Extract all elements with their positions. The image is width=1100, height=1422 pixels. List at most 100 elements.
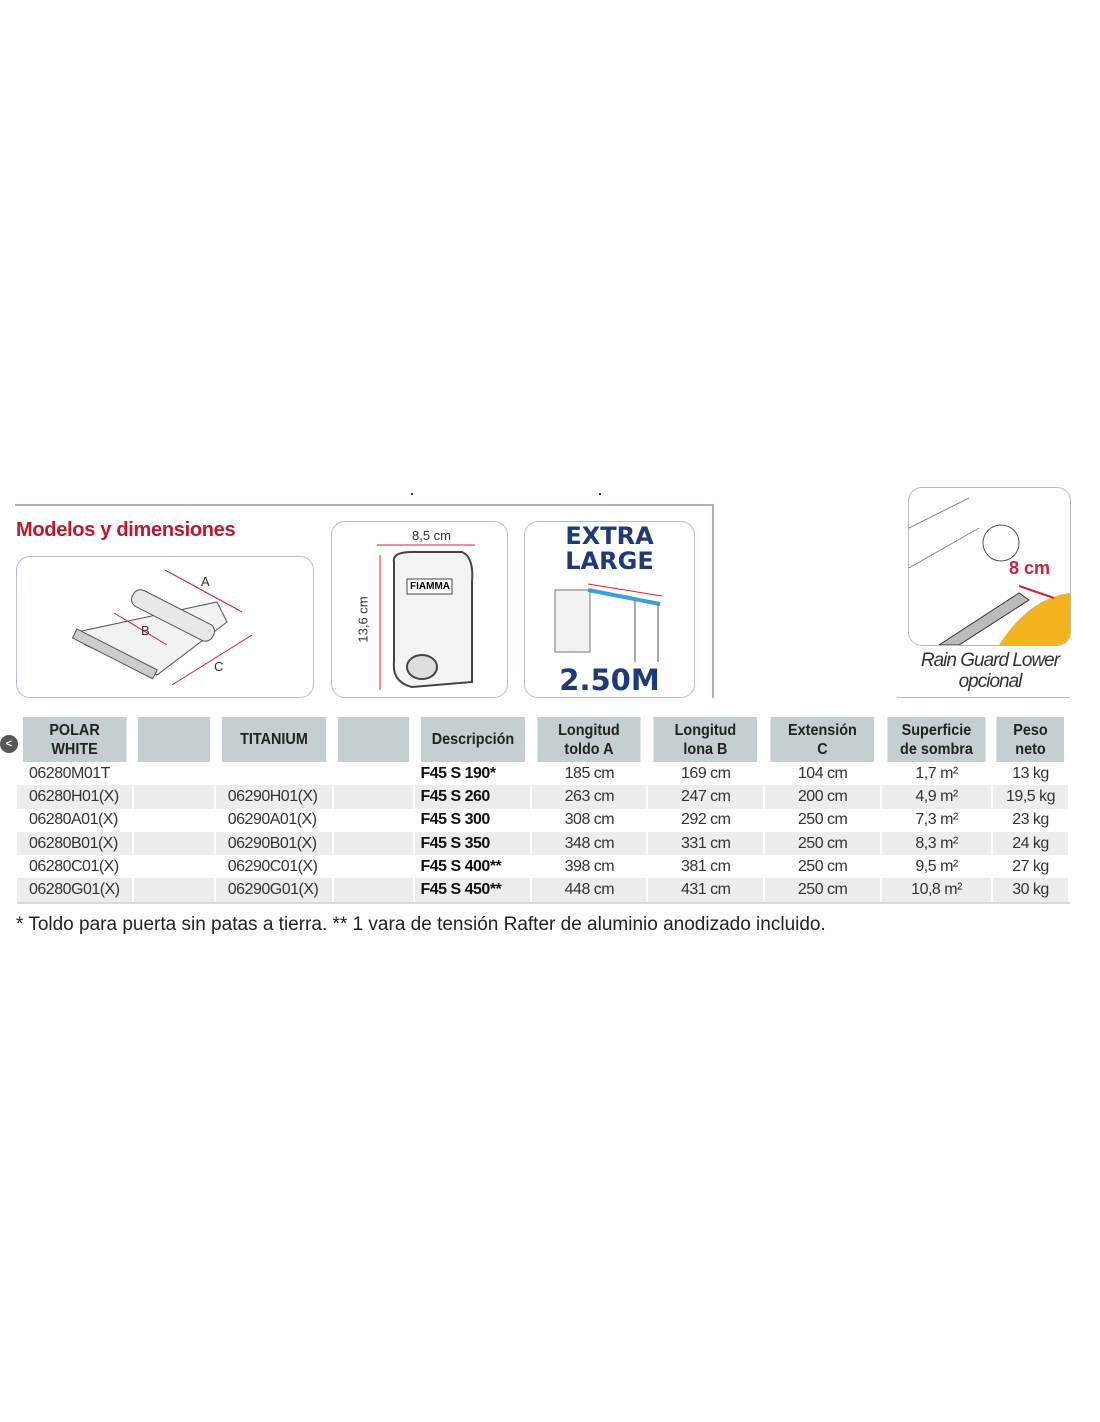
rain-guard-drawing [909, 497, 1070, 645]
table-cell: 4,9 m² [881, 785, 994, 809]
table-cell [132, 785, 216, 809]
table-cell: 381 cm [647, 855, 766, 879]
table-cell: 10,8 m² [881, 878, 994, 904]
table-cell [332, 808, 415, 832]
column-header-line: toldo A [564, 740, 614, 758]
table-row: 06280G01(X) 06290G01(X) F45 S 450** 448 cm 4… [17, 878, 1070, 904]
awning-drawing [71, 569, 253, 686]
table-cell: 06290A01(X) [214, 808, 334, 832]
dot [599, 493, 601, 495]
table-cell: 06290B01(X) [214, 831, 334, 856]
table-cell: 06280G01(X) [17, 878, 134, 904]
table-cell: 348 cm [531, 831, 649, 856]
table-cell: F45 S 400** [413, 855, 533, 879]
table-cell: 06290H01(X) [214, 785, 334, 809]
rain-guard-caption: Rain Guard Lower opcional [905, 650, 1075, 692]
table-cell: 263 cm [531, 785, 649, 809]
table-cell: 104 cm [764, 762, 883, 786]
table-row: 06280C01(X) 06290C01(X) F45 S 400** 398 cm 3… [17, 855, 1070, 879]
table-row: 06280H01(X) 06290H01(X) F45 S 260 263 cm 247… [17, 785, 1070, 809]
table-row: 06280B01(X) 06290B01(X) F45 S 350 348 cm 331… [17, 831, 1070, 856]
table-cell: 9,5 m² [881, 855, 994, 879]
table-cell: F45 S 300 [413, 808, 533, 832]
table-cell: 448 cm [531, 878, 649, 904]
column-header-line: TITANIUM [239, 731, 308, 748]
column-header [336, 717, 411, 762]
column-header-line: de sombra [900, 740, 973, 758]
divider [15, 504, 713, 506]
awning-dimensions-figure: A B C [16, 556, 314, 698]
column-header-line: Superficie [901, 721, 972, 739]
table-cell: 23 kg [992, 808, 1070, 832]
table-cell: F45 S 260 [413, 785, 533, 809]
column-header-line: Extensión [788, 721, 858, 739]
table-cell [332, 878, 415, 904]
column-header-line: Peso [1013, 721, 1048, 739]
column-header: Peso neto [995, 717, 1067, 762]
size-label: 2.50M [559, 663, 660, 697]
table-header: POLAR WHITE TITANIUM Descripción Longitud tol… [17, 717, 1069, 762]
chevron-left-icon[interactable]: < [0, 735, 18, 753]
width-label: 8,5 cm [412, 528, 452, 543]
models-table: POLAR WHITE TITANIUM Descripción Longitud tol… [17, 717, 1070, 904]
extra-label: EXTRA [565, 522, 654, 550]
brand-logo: FIAMMA [410, 581, 450, 592]
dot [411, 493, 413, 495]
large-label: LARGE [565, 547, 654, 575]
table-cell: F45 S 350 [413, 831, 533, 856]
table-row: 06280A01(X) 06290A01(X) F45 S 300 308 cm 292… [17, 808, 1070, 832]
table-cell: 7,3 m² [881, 808, 994, 832]
table-cell: 13 kg [992, 762, 1070, 786]
column-header-line: C [817, 740, 828, 758]
cassette-dimensions-figure: 8,5 cm 13,6 cm FIAMMA [331, 521, 508, 698]
label-c: C [214, 659, 224, 674]
column-header-line: lona B [683, 740, 728, 758]
table-cell: 431 cm [647, 878, 766, 904]
column-header: Longitud toldo A [537, 717, 643, 762]
table-cell [132, 808, 216, 832]
table-cell [332, 831, 415, 856]
measure-label: 8 cm [1009, 558, 1051, 578]
table-cell: 06280B01(X) [17, 831, 134, 856]
table-cell [132, 762, 216, 786]
table-cell: 06280C01(X) [17, 855, 134, 879]
column-header: Superficie de sombra [886, 717, 988, 762]
table-cell [132, 855, 216, 879]
caption-line-1: Rain Guard Lower [920, 650, 1060, 671]
table-cell: 331 cm [647, 831, 766, 856]
table-cell: 8,3 m² [881, 831, 994, 856]
table-cell [332, 855, 415, 879]
table-cell: 398 cm [531, 855, 649, 879]
table-cell: 250 cm [764, 855, 883, 879]
label-b: B [141, 623, 150, 638]
table-cell: F45 S 450** [413, 878, 533, 904]
table-cell: F45 S 190* [413, 762, 533, 786]
table-cell: 06280M01T [17, 762, 134, 786]
column-header: TITANIUM [220, 717, 328, 762]
table-cell [132, 878, 216, 904]
column-header: Longitud lona B [653, 717, 760, 762]
height-label: 13,6 cm [355, 596, 371, 643]
table-cell: 308 cm [531, 808, 649, 832]
table-cell: 27 kg [992, 855, 1070, 879]
table-cell: 06290C01(X) [214, 855, 334, 879]
column-header: Extensión C [770, 717, 877, 762]
table-cell: 250 cm [764, 831, 883, 856]
caption-line-2: opcional [958, 671, 1023, 692]
table-row: 06280M01T F45 S 190* 185 cm 169 cm 104 cm 1,7… [17, 762, 1070, 786]
column-header: Descripción [419, 717, 527, 762]
table-cell: 19,5 kg [992, 785, 1070, 809]
table-cell: 250 cm [764, 808, 883, 832]
column-header: POLAR WHITE [22, 717, 129, 762]
table-cell: 24 kg [992, 831, 1070, 856]
table-cell: 292 cm [647, 808, 766, 832]
table-cell [332, 785, 415, 809]
table-cell [132, 831, 216, 856]
column-header-line: neto [1015, 740, 1046, 758]
table-cell: 200 cm [764, 785, 883, 809]
column-header-line: Longitud [674, 721, 737, 739]
table-cell: 247 cm [647, 785, 766, 809]
section-title: Modelos y dimensiones [16, 519, 236, 541]
label-a: A [201, 574, 210, 589]
